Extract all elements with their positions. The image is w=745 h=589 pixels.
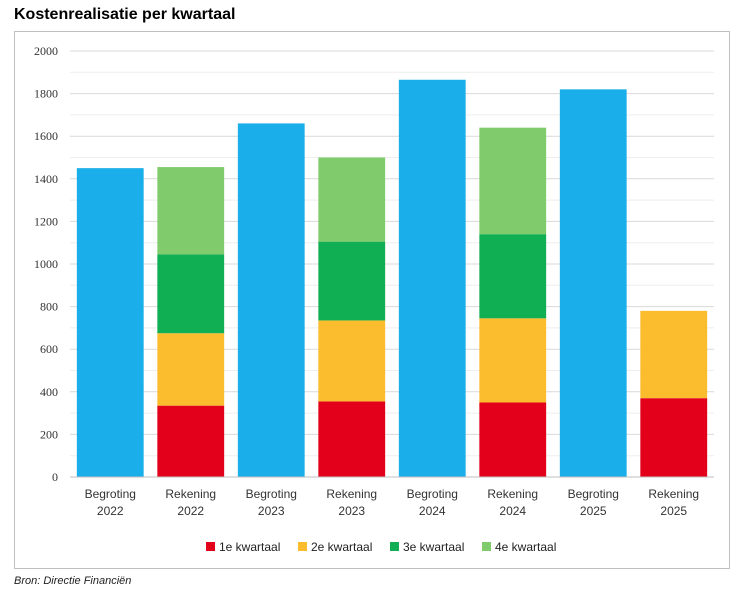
bar-segment xyxy=(479,402,547,477)
x-tick-line: Begroting xyxy=(85,487,136,501)
legend-label: 4e kwartaal xyxy=(495,540,556,554)
bar-segment xyxy=(157,167,225,255)
bar-segment xyxy=(479,318,547,403)
x-tick-label: Rekening 2022 xyxy=(165,487,216,518)
legend-swatch xyxy=(390,542,399,551)
x-tick-label: Begroting 2025 xyxy=(568,487,619,518)
x-tick-label: Begroting 2022 xyxy=(85,487,136,518)
bar-segment xyxy=(640,398,708,477)
bar-segment xyxy=(157,254,225,334)
legend-label: 2e kwartaal xyxy=(311,540,372,554)
source-note: Bron: Directie Financiën xyxy=(14,575,132,587)
y-tick-label: 1800 xyxy=(34,87,58,101)
y-tick-label: 1600 xyxy=(34,129,58,143)
x-tick-line: 2023 xyxy=(258,504,285,518)
page-title: Kostenrealisatie per kwartaal xyxy=(14,6,236,23)
x-tick-line: 2023 xyxy=(338,504,365,518)
y-tick-label: 800 xyxy=(40,300,58,314)
y-tick-label: 200 xyxy=(40,427,58,441)
bar-segment xyxy=(157,405,225,477)
bar-segment xyxy=(318,320,386,402)
x-tick-line: Begroting xyxy=(407,487,458,501)
x-tick-label: Begroting 2023 xyxy=(246,487,297,518)
y-tick-label: 1000 xyxy=(34,257,58,271)
bar-segment xyxy=(318,401,386,477)
bar-segment xyxy=(479,127,547,235)
y-tick-label: 1200 xyxy=(34,214,58,228)
x-tick-line: 2024 xyxy=(419,504,446,518)
legend-swatch xyxy=(298,542,307,551)
bar-segment xyxy=(398,79,466,477)
x-tick-line: Begroting xyxy=(568,487,619,501)
legend-swatch xyxy=(482,542,491,551)
x-tick-line: 2022 xyxy=(177,504,204,518)
chart-frame xyxy=(14,31,730,569)
legend-label: 3e kwartaal xyxy=(403,540,464,554)
y-tick-label: 600 xyxy=(40,342,58,356)
x-tick-line: Begroting xyxy=(246,487,297,501)
legend-label: 1e kwartaal xyxy=(219,540,280,554)
x-tick-line: 2025 xyxy=(660,504,687,518)
x-tick-label: Rekening 2023 xyxy=(326,487,377,518)
x-tick-label: Rekening 2024 xyxy=(487,487,538,518)
x-tick-line: Rekening xyxy=(165,487,216,501)
x-tick-line: Rekening xyxy=(648,487,699,501)
y-tick-label: 0 xyxy=(52,470,58,484)
bar-segment xyxy=(479,234,547,319)
bar-segment xyxy=(559,89,627,477)
x-tick-label: Rekening 2025 xyxy=(648,487,699,518)
x-tick-line: Rekening xyxy=(487,487,538,501)
bar-segment xyxy=(237,123,305,478)
legend-swatch xyxy=(206,542,215,551)
y-tick-label: 400 xyxy=(40,385,58,399)
bar-segment xyxy=(76,168,144,477)
bar-segment xyxy=(157,333,225,406)
x-tick-line: Rekening xyxy=(326,487,377,501)
bar-segment xyxy=(318,157,386,242)
bar-segment xyxy=(318,241,386,321)
y-tick-label: 2000 xyxy=(34,44,58,58)
x-tick-line: 2025 xyxy=(580,504,607,518)
y-tick-label: 1400 xyxy=(34,172,58,186)
x-tick-label: Begroting 2024 xyxy=(407,487,458,518)
x-tick-line: 2022 xyxy=(97,504,124,518)
x-tick-line: 2024 xyxy=(499,504,526,518)
bar-segment xyxy=(640,310,708,399)
